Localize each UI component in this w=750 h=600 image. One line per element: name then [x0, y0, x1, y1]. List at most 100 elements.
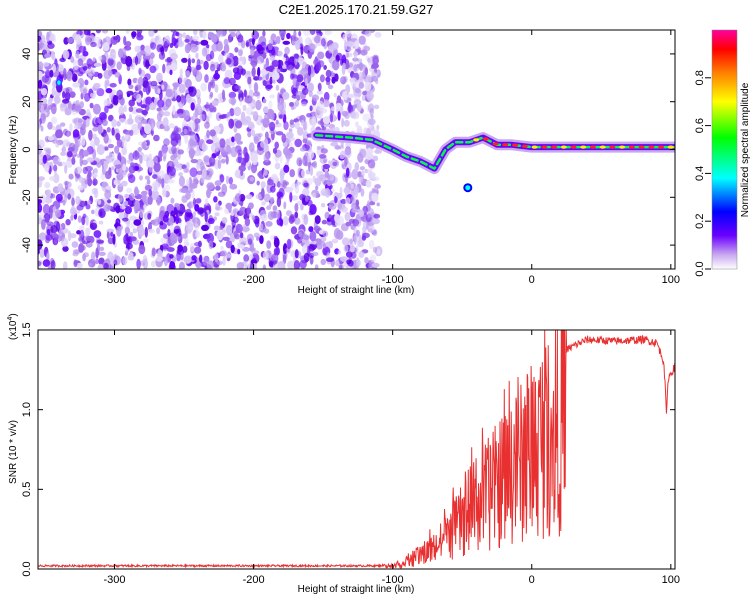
- noise-blob: [51, 116, 58, 125]
- noise-blob: [345, 141, 352, 148]
- y-tick-label: -20: [21, 189, 33, 205]
- noise-blob: [345, 51, 350, 59]
- noise-blob: [134, 114, 143, 125]
- noise-blob: [269, 94, 275, 99]
- noise-blob: [61, 161, 67, 166]
- noise-blob: [298, 231, 303, 238]
- noise-blob: [129, 193, 135, 201]
- noise-blob: [184, 134, 188, 144]
- noise-blob: [95, 258, 99, 265]
- isolated-peak: [55, 78, 63, 87]
- noise-blob: [225, 202, 233, 210]
- noise-blob: [128, 252, 134, 257]
- noise-blob: [289, 191, 293, 203]
- noise-blob: [307, 82, 314, 93]
- noise-blob: [140, 44, 146, 52]
- noise-blob: [128, 174, 136, 184]
- noise-blob: [111, 166, 115, 171]
- spectrogram-ylabel: Frequency (Hz): [8, 116, 19, 185]
- noise-blob: [105, 88, 113, 94]
- noise-blob: [328, 214, 333, 221]
- y-tick-label: 0: [21, 146, 33, 152]
- noise-blob: [187, 57, 191, 68]
- noise-blob: [225, 155, 229, 165]
- noise-blob: [91, 209, 95, 215]
- noise-blob: [166, 247, 175, 252]
- noise-blob: [65, 86, 73, 94]
- noise-blob: [62, 91, 66, 99]
- noise-blob: [262, 106, 269, 114]
- noise-blob: [338, 263, 344, 269]
- noise-blob: [68, 103, 73, 109]
- noise-blob: [323, 159, 327, 164]
- noise-blob: [46, 31, 50, 43]
- noise-blob: [337, 210, 341, 215]
- x-tick-label: -100: [382, 574, 404, 586]
- noise-blob: [270, 197, 275, 203]
- noise-blob: [71, 205, 76, 214]
- noise-blob: [350, 111, 356, 119]
- noise-blob: [190, 159, 198, 164]
- noise-blob: [171, 33, 175, 45]
- noise-blob: [167, 179, 175, 184]
- noise-blob: [323, 65, 327, 70]
- snr-ylabel: SNR (10 * v/v): [8, 420, 19, 484]
- noise-blob: [224, 52, 230, 58]
- noise-blob: [122, 163, 127, 172]
- track-peak: [648, 145, 655, 149]
- noise-blob: [123, 200, 129, 206]
- noise-blob: [368, 103, 375, 113]
- noise-blob: [262, 30, 266, 37]
- noise-blob: [191, 58, 196, 64]
- noise-blob: [253, 232, 260, 238]
- noise-blob: [358, 35, 366, 45]
- noise-blob: [322, 116, 331, 125]
- noise-blob: [176, 95, 182, 103]
- noise-blob: [168, 123, 175, 129]
- noise-blob: [55, 129, 63, 139]
- noise-blob: [244, 95, 253, 104]
- noise-blob: [55, 209, 62, 218]
- noise-blob: [38, 203, 43, 213]
- noise-blob: [40, 88, 48, 96]
- noise-blob: [96, 239, 105, 244]
- noise-blob: [277, 50, 283, 58]
- noise-blob: [76, 209, 80, 214]
- noise-blob: [238, 49, 243, 57]
- noise-blob: [66, 181, 72, 188]
- noise-blob: [142, 254, 148, 264]
- noise-blob: [53, 173, 60, 184]
- noise-blob: [233, 71, 242, 81]
- noise-blob: [71, 197, 75, 207]
- noise-blob: [103, 262, 109, 269]
- noise-blob: [202, 168, 207, 179]
- noise-blob: [312, 160, 318, 169]
- noise-blob: [183, 167, 189, 173]
- noise-blob: [221, 217, 228, 224]
- noise-blob: [69, 91, 76, 98]
- noise-blob: [144, 175, 150, 180]
- noise-blob: [364, 30, 372, 37]
- noise-blob: [237, 34, 244, 43]
- noise-blob: [156, 44, 164, 53]
- noise-blob: [344, 39, 348, 51]
- noise-blob: [147, 212, 152, 220]
- noise-blob: [75, 195, 81, 206]
- noise-blob: [226, 224, 233, 236]
- noise-blob: [357, 63, 366, 69]
- noise-blob: [60, 122, 66, 127]
- noise-blob: [301, 87, 309, 96]
- noise-blob: [324, 249, 328, 256]
- noise-blob: [282, 40, 291, 45]
- noise-blob: [340, 76, 347, 85]
- noise-blob: [168, 160, 173, 167]
- noise-blob: [285, 186, 293, 193]
- noise-blob: [337, 110, 341, 121]
- noise-blob: [334, 73, 339, 82]
- noise-blob: [161, 178, 165, 189]
- noise-blob: [303, 214, 309, 225]
- noise-blob: [149, 52, 155, 59]
- noise-blob: [329, 113, 333, 123]
- noise-blob: [41, 219, 46, 230]
- noise-blob: [271, 46, 279, 52]
